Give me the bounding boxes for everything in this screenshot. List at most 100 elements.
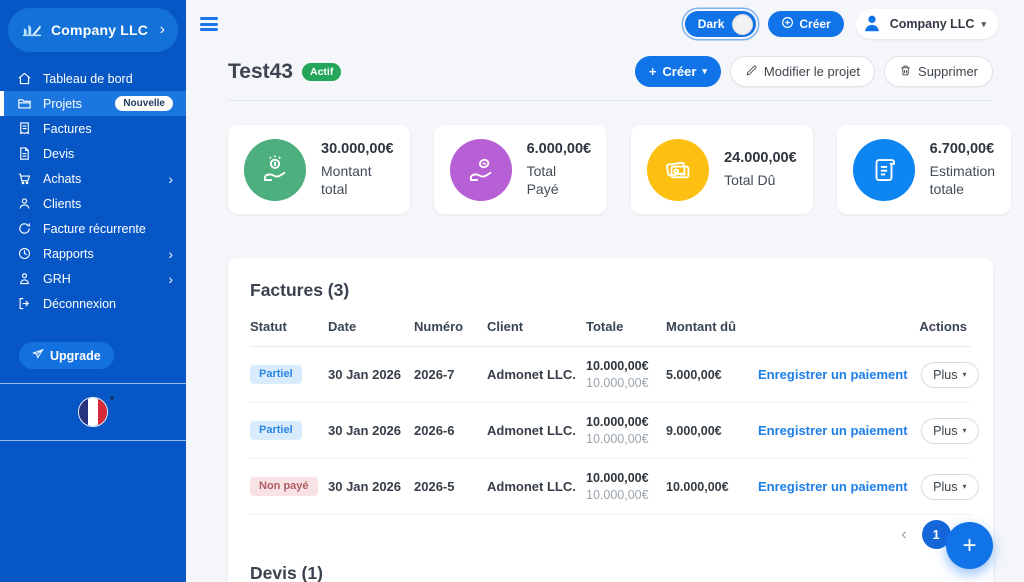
sidebar-item-label: Rapports — [43, 246, 94, 261]
more-actions-button[interactable]: Plus ▾ — [921, 417, 979, 444]
send-icon — [32, 348, 44, 363]
invoice-client: Admonet LLC. — [487, 458, 586, 515]
record-payment-link[interactable]: Enregistrer un paiement — [758, 422, 908, 438]
upgrade-button[interactable]: Upgrade — [19, 342, 114, 369]
plus-circle-icon — [781, 16, 794, 32]
pagination: ‹ 1 › — [250, 520, 971, 549]
status-badge: Partiel — [250, 421, 302, 440]
topbar: Dark Créer Company LLC ▾ — [186, 0, 1024, 48]
col-client: Client — [487, 311, 586, 347]
invoices-panel: Factures (3) Statut Date Numéro Client T… — [228, 258, 993, 582]
sidebar-item-facture-recurrente[interactable]: Facture récurrente — [0, 216, 186, 241]
client-icon — [17, 196, 32, 211]
stat-label: Montant total — [321, 163, 372, 197]
sidebar-divider — [0, 383, 186, 384]
main-area: Dark Créer Company LLC ▾ Test43 Actif + … — [186, 0, 1024, 582]
invoice-number: 2026-5 — [414, 458, 487, 515]
sidebar-item-clients[interactable]: Clients — [0, 191, 186, 216]
stat-card-total-paye: 6.000,00€ Total Payé — [433, 125, 608, 214]
stat-card-montant-total: 30.000,00€ Montant total — [228, 125, 410, 214]
invoice-total-secondary: 10.000,00€ — [586, 432, 649, 446]
delete-label: Supprimer — [918, 64, 978, 79]
stat-label: Total Payé — [526, 163, 559, 197]
create-label: Créer — [662, 64, 697, 79]
reports-icon — [17, 246, 32, 261]
home-icon — [17, 71, 32, 86]
brand-chevron-right-icon: › — [159, 21, 165, 38]
theme-toggle-label: Dark — [697, 17, 725, 31]
record-payment-link[interactable]: Enregistrer un paiement — [758, 366, 908, 382]
stat-value: 30.000,00€ — [321, 141, 394, 157]
record-payment-link[interactable]: Enregistrer un paiement — [758, 478, 908, 494]
upgrade-label: Upgrade — [50, 348, 101, 363]
sidebar-item-label: Projets — [43, 96, 82, 111]
pagination-page-1[interactable]: 1 — [921, 520, 951, 549]
brand-button[interactable]: Company LLC › — [8, 8, 178, 52]
sidebar: Company LLC › Tableau de bord Projets No… — [0, 0, 186, 582]
sidebar-item-factures[interactable]: Factures — [0, 116, 186, 141]
sidebar-item-devis[interactable]: Devis — [0, 141, 186, 166]
avatar-icon — [861, 12, 883, 37]
plus-icon: + — [648, 64, 657, 79]
more-actions-button[interactable]: Plus ▾ — [921, 361, 979, 388]
invoice-icon — [17, 121, 32, 136]
caret-down-icon: ▾ — [981, 18, 986, 29]
chevron-right-icon: › — [168, 270, 173, 287]
sidebar-item-rapports[interactable]: Rapports › — [0, 241, 186, 266]
hr-icon — [17, 271, 32, 286]
create-dropdown-button[interactable]: + Créer ▾ — [634, 56, 721, 87]
topbar-create-button[interactable]: Créer — [768, 11, 844, 37]
invoice-row: Partiel 30 Jan 2026 2026-6 Admonet LLC. … — [250, 402, 979, 459]
invoices-table: Statut Date Numéro Client Totale Montant… — [250, 311, 979, 515]
pagination-prev-icon[interactable]: ‹ — [901, 525, 907, 543]
invoice-amount-due: 5.000,00€ — [666, 346, 758, 403]
invoice-number: 2026-6 — [414, 402, 487, 459]
scroll-icon — [852, 138, 915, 201]
invoice-date: 30 Jan 2026 — [328, 346, 414, 403]
language-selector[interactable]: ▾ — [0, 384, 186, 440]
col-actions: Actions — [758, 311, 971, 347]
sidebar-item-deconnexion[interactable]: Déconnexion — [0, 291, 186, 316]
stat-card-estimation-totale: 6.700,00€ Estimation totale — [836, 125, 1012, 214]
stat-card-total-du: 24.000,00€ Total Dû — [631, 125, 813, 214]
sidebar-item-label: Déconnexion — [43, 296, 116, 311]
france-flag-icon — [78, 397, 108, 427]
account-menu[interactable]: Company LLC ▾ — [855, 9, 998, 39]
invoice-row: Non payé 30 Jan 2026 2026-5 Admonet LLC.… — [250, 458, 979, 515]
stat-value: 6.000,00€ — [526, 141, 592, 157]
account-label: Company LLC — [889, 17, 975, 31]
sidebar-item-tableau-de-bord[interactable]: Tableau de bord — [0, 66, 186, 91]
cart-icon — [17, 171, 32, 186]
sidebar-item-projets[interactable]: Projets Nouvelle — [0, 91, 186, 116]
sidebar-item-label: Devis — [43, 146, 75, 161]
col-numero: Numéro — [414, 311, 487, 347]
chevron-right-icon: › — [168, 170, 173, 187]
invoice-amount-due: 10.000,00€ — [666, 458, 758, 515]
status-badge: Non payé — [250, 477, 318, 496]
invoice-client: Admonet LLC. — [487, 346, 586, 403]
invoice-amount-due: 9.000,00€ — [666, 402, 758, 459]
col-statut: Statut — [250, 311, 328, 347]
stat-label: Total Dû — [724, 171, 776, 188]
chevron-right-icon: › — [168, 245, 173, 262]
page-title: Test43 — [228, 59, 293, 83]
more-actions-button[interactable]: Plus ▾ — [921, 473, 979, 500]
invoice-row: Partiel 30 Jan 2026 2026-7 Admonet LLC. … — [250, 346, 979, 403]
invoice-total: 10.000,00€ — [586, 415, 649, 429]
theme-toggle[interactable]: Dark — [684, 11, 757, 37]
edit-project-button[interactable]: Modifier le projet — [729, 56, 876, 87]
sidebar-item-achats[interactable]: Achats › — [0, 166, 186, 191]
brand-name: Company LLC — [51, 22, 149, 38]
more-label: Plus — [933, 479, 958, 494]
invoices-section-title: Factures (3) — [250, 280, 350, 300]
delete-project-button[interactable]: Supprimer — [884, 56, 993, 87]
sidebar-divider — [0, 440, 186, 441]
menu-toggle-icon[interactable] — [200, 15, 218, 34]
stat-label: Estimation totale — [929, 163, 996, 197]
page-header: Test43 Actif + Créer ▾ Modifier le proje… — [228, 56, 993, 101]
sidebar-item-grh[interactable]: GRH › — [0, 266, 186, 291]
stat-cards: 30.000,00€ Montant total 6.000,00€ Total… — [228, 125, 1012, 214]
floating-add-button[interactable]: + — [946, 522, 993, 569]
status-badge: Partiel — [250, 365, 302, 384]
col-date: Date — [328, 311, 414, 347]
